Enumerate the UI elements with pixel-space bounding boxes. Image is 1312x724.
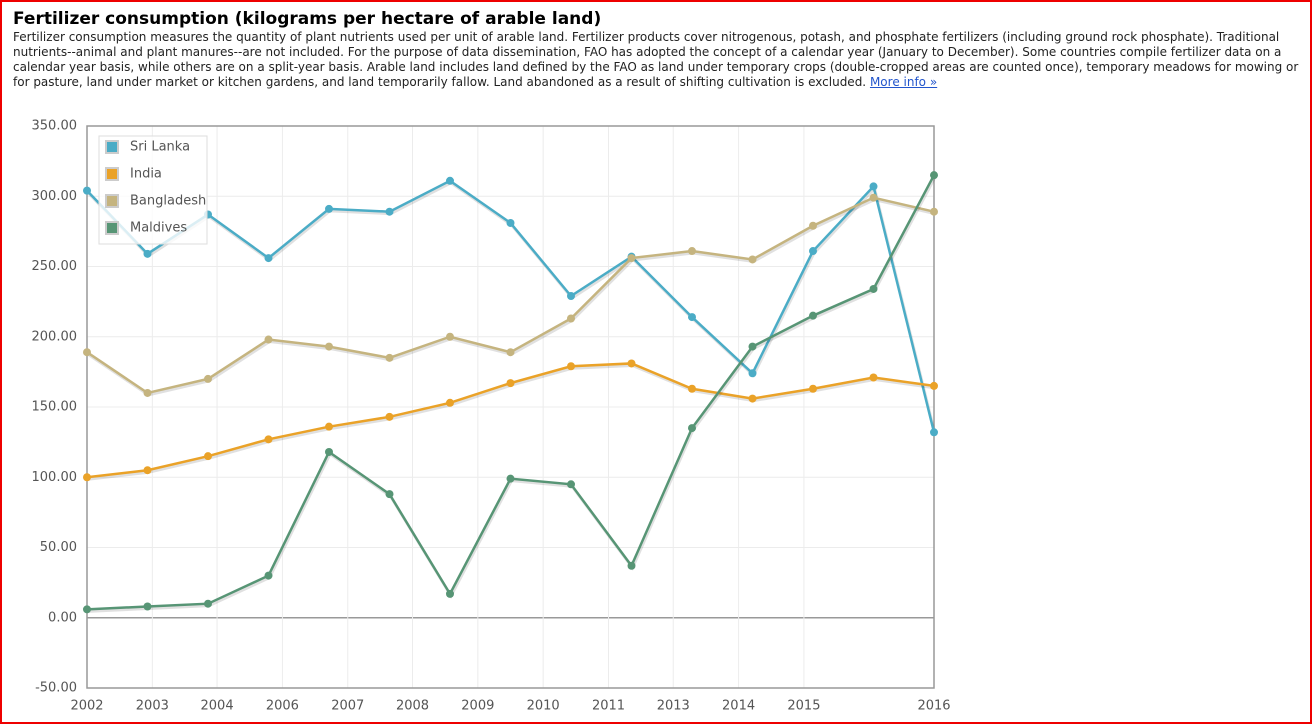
data-point	[204, 599, 212, 608]
data-point	[143, 388, 152, 397]
data-point	[748, 342, 757, 351]
data-point	[748, 255, 757, 264]
description: Fertilizer consumption measures the quan…	[13, 30, 1309, 90]
data-point	[688, 313, 696, 322]
page-title: Fertilizer consumption (kilograms per he…	[13, 9, 602, 29]
data-point	[325, 422, 333, 431]
data-point	[930, 207, 938, 216]
y-tick-label: 250.00	[32, 259, 78, 274]
y-tick-label: 100.00	[32, 470, 78, 485]
data-point	[627, 561, 636, 570]
legend-swatch	[105, 140, 119, 154]
y-tick-label: 300.00	[32, 189, 78, 204]
y-tick-label: 350.00	[32, 119, 78, 134]
data-point	[264, 435, 273, 444]
legend-label: Bangladesh	[130, 194, 206, 209]
data-point	[567, 314, 575, 323]
data-point	[143, 602, 152, 611]
x-tick-label: 2002	[70, 699, 103, 714]
data-point	[506, 348, 515, 357]
data-point	[385, 412, 394, 421]
data-point	[930, 428, 938, 437]
x-tick-label: 2010	[527, 699, 560, 714]
data-point	[688, 384, 696, 393]
data-point	[83, 186, 91, 195]
x-tick-label: 2009	[461, 699, 494, 714]
data-point	[264, 335, 273, 344]
data-point	[385, 353, 394, 362]
x-tick-label: 2006	[266, 699, 299, 714]
data-point	[869, 193, 878, 202]
data-point	[325, 342, 333, 351]
data-point	[446, 176, 454, 185]
data-point	[204, 374, 212, 383]
data-point	[567, 480, 575, 489]
data-point	[264, 571, 273, 580]
data-point	[627, 254, 636, 263]
data-point	[688, 424, 696, 433]
data-point	[748, 369, 757, 378]
y-tick-label: 200.00	[32, 329, 78, 344]
y-tick-label: 150.00	[32, 400, 78, 415]
data-point	[809, 247, 817, 256]
data-point	[567, 292, 575, 301]
legend-label: India	[130, 167, 162, 182]
data-point	[688, 247, 696, 256]
legend-label: Maldives	[130, 221, 187, 236]
y-tick-label: 0.00	[48, 610, 77, 625]
x-tick-label: 2016	[917, 699, 950, 714]
data-point	[567, 362, 575, 371]
more-info-link[interactable]: More info »	[869, 75, 938, 89]
data-point	[809, 384, 817, 393]
data-point	[446, 398, 454, 407]
legend-swatch	[105, 167, 119, 181]
data-point	[930, 381, 938, 390]
x-tick-label: 2007	[331, 699, 364, 714]
data-point	[325, 204, 333, 213]
data-point	[930, 171, 938, 180]
data-point	[506, 474, 515, 483]
data-point	[627, 359, 636, 368]
data-point	[809, 221, 817, 230]
data-point	[506, 379, 515, 388]
data-point	[869, 284, 878, 293]
data-point	[83, 473, 91, 482]
y-tick-label: 50.00	[40, 540, 77, 555]
x-tick-label: 2008	[396, 699, 429, 714]
data-point	[869, 373, 878, 382]
data-point	[325, 447, 333, 456]
data-point	[83, 605, 91, 614]
data-point	[385, 490, 394, 499]
legend-label: Sri Lanka	[130, 140, 190, 155]
data-point	[204, 452, 212, 461]
y-tick-label: -50.00	[35, 681, 77, 696]
description-text: Fertilizer consumption measures the quan…	[13, 30, 1299, 89]
data-point	[809, 311, 817, 320]
data-point	[446, 589, 454, 598]
data-point	[446, 332, 454, 341]
x-tick-label: 2003	[136, 699, 169, 714]
x-tick-label: 2015	[787, 699, 820, 714]
data-point	[264, 254, 273, 263]
data-point	[83, 348, 91, 357]
data-point	[748, 394, 757, 403]
x-tick-label: 2014	[722, 699, 755, 714]
data-point	[143, 466, 152, 475]
data-point	[143, 249, 152, 258]
data-point	[506, 218, 515, 227]
x-tick-label: 2011	[592, 699, 625, 714]
legend-swatch	[105, 221, 119, 235]
plot-border	[86, 125, 935, 689]
x-tick-label: 2004	[201, 699, 234, 714]
data-point	[385, 207, 394, 216]
legend-swatch	[105, 194, 119, 208]
data-point	[869, 182, 878, 191]
x-tick-label: 2013	[657, 699, 690, 714]
